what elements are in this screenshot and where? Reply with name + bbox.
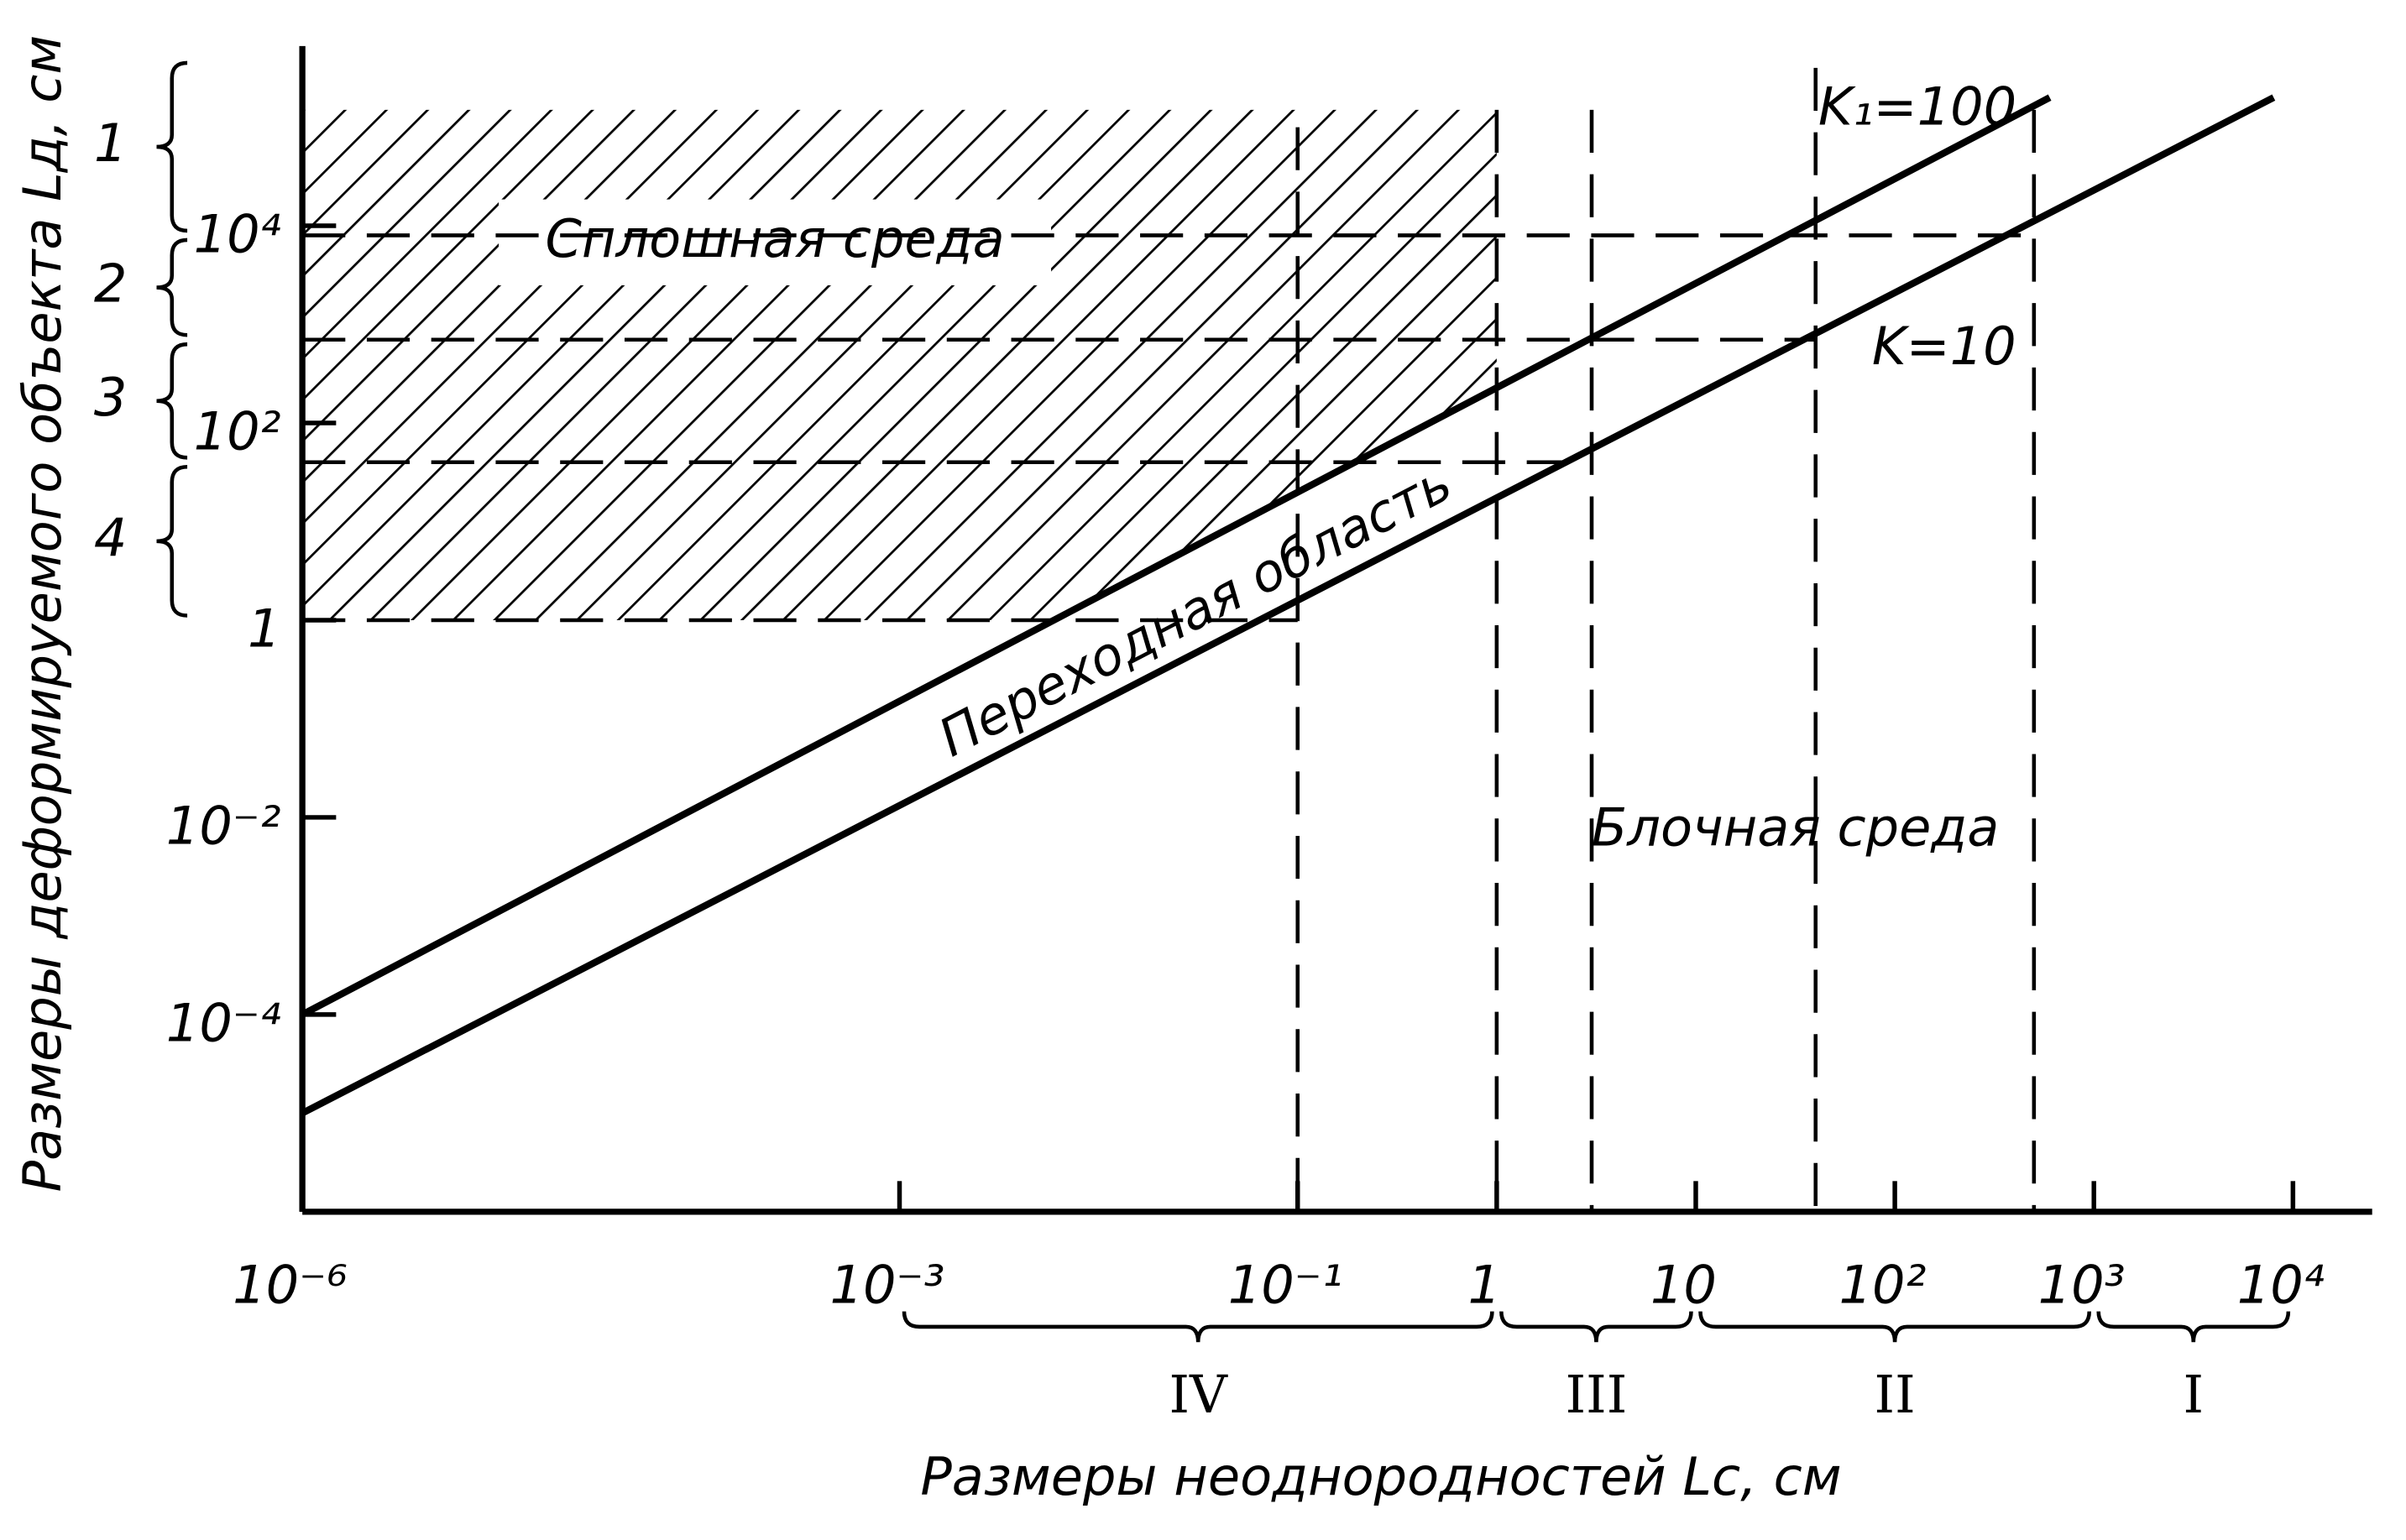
y-tick-label: 1 [248,598,281,660]
x-tick-label: 10² [1838,1254,1926,1315]
x-zone-label: II [1875,1364,1916,1425]
x-zone-brace [902,1311,1494,1343]
y-zone-label: 2 [94,253,128,315]
x-tick-label: 10 [1650,1254,1717,1315]
series-label: K=10 [1872,316,2016,377]
series-line [301,94,2276,1117]
y-zone-brace [156,60,188,233]
x-zone-brace [1698,1311,2092,1343]
x-zone-label: I [2184,1364,2205,1425]
x-axis-label: Размеры неоднородностей Lc, см [920,1446,1841,1507]
x-zone-brace [2096,1311,2291,1343]
x-tick-label: 10⁻³ [830,1254,945,1315]
label-background [499,199,1052,285]
x-zone-brace [1499,1311,1693,1343]
y-tick-label: 10⁴ [194,204,281,265]
y-zone-brace [156,238,188,337]
region-label: Сплошная среда [545,208,1004,269]
y-zone-label: 3 [94,367,128,428]
x-tick-label: 10⁻¹ [1228,1254,1343,1315]
x-tick-label: 1 [1467,1254,1501,1315]
y-zone-label: 1 [94,112,128,174]
x-tick-label: 10⁴ [2237,1254,2325,1315]
series-label: K₁=100 [1818,76,2016,138]
y-tick-label: 10² [194,401,281,462]
y-zone-brace [156,342,188,460]
x-zone-label: IV [1169,1364,1228,1425]
x-tick-label: 10³ [2038,1254,2126,1315]
y-zone-brace [156,464,188,618]
y-tick-label: 10⁻⁴ [166,993,281,1054]
annotation: Блочная среда [1592,797,2000,859]
y-axis-label: Размеры деформируемого объекта Lд, см [12,35,73,1193]
x-zone-label: III [1566,1364,1628,1425]
series-line [301,94,2052,1018]
y-tick-label: 10⁻² [166,796,281,857]
y-zone-label: 4 [94,507,128,568]
x-tick-label: 10⁻⁶ [233,1254,348,1315]
